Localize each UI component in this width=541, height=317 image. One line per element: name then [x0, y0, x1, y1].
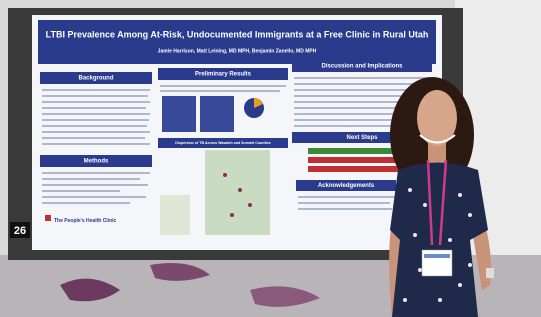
poster-title-bar — [38, 20, 436, 64]
poster-title: LTBI Prevalence Among At-Risk, Undocumen… — [46, 29, 429, 39]
section-title: Background — [78, 76, 113, 82]
photo: LTBI Prevalence Among At-Risk, Undocumen… — [0, 0, 541, 317]
poster-authors: Jamie Harrison, Matt Leining, MD MPH, Be… — [158, 48, 317, 54]
section-title: Discussion and Implications — [321, 64, 403, 70]
results-table — [200, 96, 234, 132]
section-title: Methods — [84, 159, 109, 165]
logo-text: The People's Health Clinic — [54, 218, 117, 224]
booth-number: 26 — [14, 225, 26, 237]
map — [160, 195, 190, 235]
section-title: Dispersion of TB Across Wasatch and Summ… — [175, 141, 270, 145]
logo-icon — [45, 215, 51, 221]
section-title: Acknowledgements — [318, 183, 375, 189]
section-title: Next Steps — [346, 135, 378, 141]
map — [205, 150, 270, 235]
results-table — [162, 96, 196, 132]
section-title: Preliminary Results — [195, 72, 252, 78]
